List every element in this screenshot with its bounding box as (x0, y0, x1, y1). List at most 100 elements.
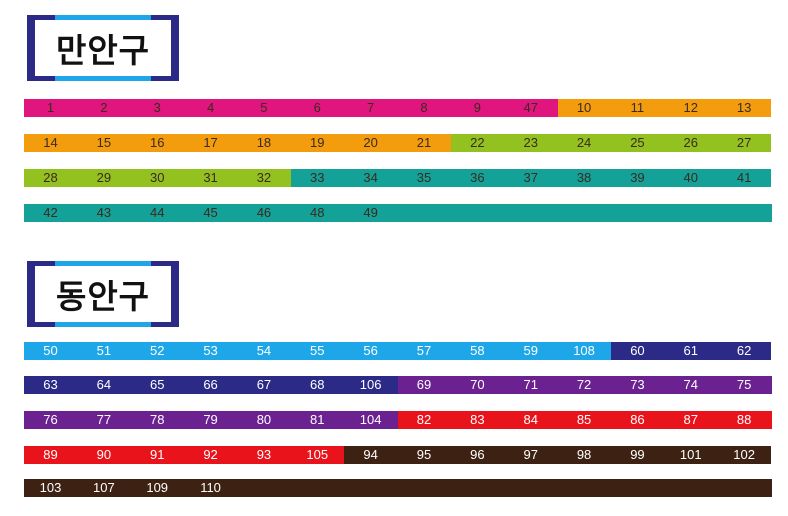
route-number: 55 (310, 343, 325, 358)
route-number: 70 (470, 377, 485, 392)
route-number: 57 (416, 343, 432, 358)
route-number: 74 (683, 377, 699, 392)
color-segment (344, 446, 772, 464)
route-number: 59 (523, 343, 538, 358)
district-label-text: 동안구 (55, 277, 151, 316)
label-accent-bar (55, 76, 151, 81)
route-number: 86 (630, 412, 645, 427)
route-number: 58 (470, 343, 485, 358)
route-number: 7 (367, 100, 375, 115)
route-number: 75 (736, 377, 752, 392)
color-segment (397, 376, 772, 394)
route-number: 60 (630, 343, 645, 358)
route-number: 88 (736, 412, 752, 427)
route-number: 28 (43, 170, 58, 185)
label-accent-bar (55, 322, 151, 327)
route-number: 54 (256, 343, 272, 358)
route-number: 98 (576, 447, 592, 462)
route-number: 90 (96, 447, 112, 462)
color-segment (24, 411, 398, 429)
label-accent-bar (55, 261, 151, 266)
route-number: 38 (576, 170, 592, 185)
route-number: 35 (416, 170, 432, 185)
route-number: 22 (470, 135, 485, 150)
route-number: 66 (203, 377, 218, 392)
route-number: 1 (46, 100, 55, 115)
color-segment (24, 376, 398, 394)
route-number: 26 (683, 135, 699, 150)
route-number: 82 (416, 412, 432, 427)
district-dongan-row-2: 63 64 65 66 67 68 106 69 70 71 72 73 74 75 (24, 376, 772, 394)
route-number: 91 (149, 447, 165, 462)
route-number: 25 (630, 135, 645, 150)
route-number: 103 (39, 480, 62, 495)
route-number: 62 (736, 343, 752, 358)
route-number: 83 (470, 412, 485, 427)
route-number: 80 (256, 412, 272, 427)
district-dongan-row-1: 50 51 52 53 54 55 56 57 58 59 108 60 61 62 (24, 342, 772, 360)
district-manan-row-4: 42 43 44 45 46 48 49 (24, 204, 772, 222)
route-number: 110 (200, 480, 221, 495)
district-manan-row-1: 1 2 3 4 5 6 7 8 9 47 10 11 12 13 (24, 99, 772, 117)
route-number: 27 (736, 135, 752, 150)
route-number: 107 (92, 480, 115, 495)
route-number: 21 (416, 135, 432, 150)
route-number: 69 (416, 377, 432, 392)
color-segment (24, 342, 612, 360)
route-number: 23 (523, 135, 538, 150)
route-number: 6 (313, 100, 321, 115)
route-number: 31 (203, 170, 218, 185)
route-number: 63 (43, 377, 58, 392)
route-number: 89 (43, 447, 58, 462)
route-number: 73 (630, 377, 645, 392)
route-number: 96 (470, 447, 485, 462)
route-number: 93 (256, 447, 272, 462)
route-number: 106 (359, 377, 382, 392)
route-number: 97 (523, 447, 538, 462)
route-number: 32 (256, 170, 272, 185)
route-number: 3 (153, 100, 161, 115)
district-manan-row-3: 28 29 30 31 32 33 34 35 36 37 38 39 40 41 (24, 169, 772, 187)
route-number: 94 (363, 447, 378, 462)
route-number: 39 (630, 170, 645, 185)
route-number: 16 (149, 135, 165, 150)
route-number: 64 (96, 377, 112, 392)
route-number: 79 (203, 412, 218, 427)
route-number: 101 (679, 447, 702, 462)
route-number: 12 (683, 100, 699, 115)
route-number: 45 (203, 205, 218, 220)
route-number: 81 (310, 412, 325, 427)
route-number: 50 (43, 343, 58, 358)
route-number: 99 (630, 447, 645, 462)
route-number: 34 (363, 170, 378, 185)
route-number: 30 (149, 170, 165, 185)
route-number: 4 (206, 100, 215, 115)
route-number: 49 (363, 205, 378, 220)
district-label-dongan: 동안구 (27, 261, 179, 327)
route-number: 14 (43, 135, 58, 150)
route-number: 24 (576, 135, 592, 150)
route-number: 41 (736, 170, 752, 185)
route-number: 43 (96, 205, 112, 220)
route-number: 33 (310, 170, 325, 185)
route-number: 56 (363, 343, 378, 358)
district-dongan-row-4: 89 90 91 92 93 105 94 95 96 97 98 99 101 102 (24, 446, 772, 464)
route-number: 67 (256, 377, 272, 392)
route-number: 109 (146, 480, 169, 495)
color-segment (24, 169, 292, 187)
color-segment (24, 479, 772, 497)
label-accent-bar (55, 15, 151, 20)
route-number: 10 (576, 100, 592, 115)
route-number: 77 (96, 412, 112, 427)
route-number: 13 (736, 100, 752, 115)
route-number: 85 (576, 412, 592, 427)
route-number: 17 (203, 135, 218, 150)
route-number: 46 (256, 205, 272, 220)
district-label-manan: 만안구 (27, 15, 179, 81)
route-number: 9 (473, 100, 481, 115)
color-segment (24, 446, 345, 464)
route-number: 108 (573, 343, 595, 358)
route-number: 40 (683, 170, 699, 185)
route-number: 76 (43, 412, 58, 427)
route-number: 11 (630, 100, 645, 115)
